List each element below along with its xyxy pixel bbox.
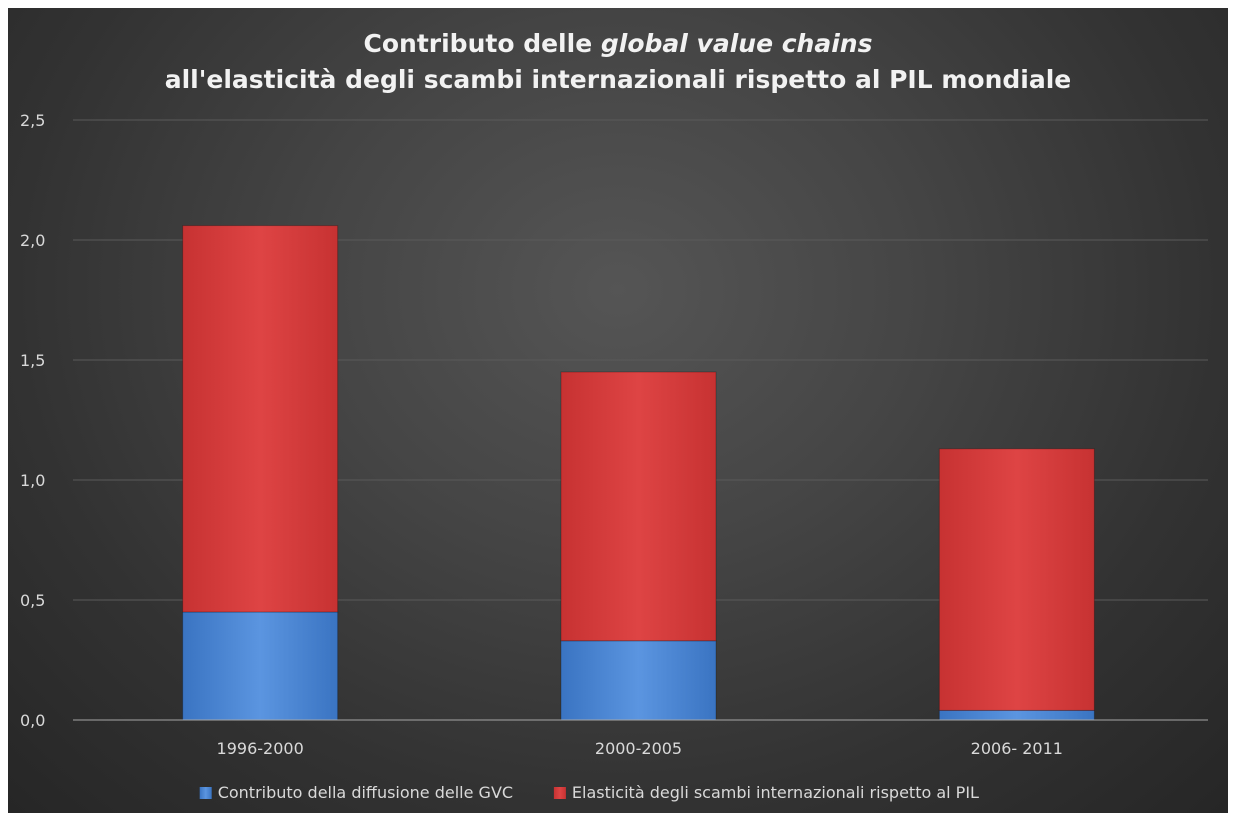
x-category-label: 2006- 2011 xyxy=(971,739,1063,758)
bars xyxy=(182,225,1095,721)
legend-item: Elasticità degli scambi internazionali r… xyxy=(553,783,979,802)
legend-item: Contributo della diffusione delle GVC xyxy=(199,783,513,802)
bar-trade-elasticity xyxy=(938,448,1095,711)
chart-title-part: global value chains xyxy=(601,29,873,58)
y-axis-ticks: 0,0 0,5 1,0 1,5 2,0 2,5 xyxy=(20,111,45,730)
chart-area: 0,0 0,5 1,0 1,5 2,0 2,5 1996-2000 2000-2005 200… xyxy=(8,8,1228,813)
bar-gvc-contribution xyxy=(560,640,717,721)
y-tick-label: 0,5 xyxy=(20,591,45,610)
y-tick-label: 1,5 xyxy=(20,351,45,370)
bar-gvc-contribution xyxy=(938,709,1095,721)
bar-trade-elasticity xyxy=(182,225,339,613)
y-tick-label: 0,0 xyxy=(20,711,45,730)
chart-title-line-2: all'elasticità degli scambi internaziona… xyxy=(165,65,1072,94)
stacked-bar-chart: 0,0 0,5 1,0 1,5 2,0 2,5 1996-2000 2000-2005 200… xyxy=(20,29,1208,802)
x-category-label: 2000-2005 xyxy=(595,739,682,758)
bar-trade-elasticity xyxy=(560,371,717,642)
chart-title-part: Contributo delle xyxy=(364,29,601,58)
legend: Contributo della diffusione delle GVC Ela… xyxy=(199,783,979,802)
chart-title: Contributo delle global value chains all'… xyxy=(165,29,1072,94)
x-axis: 1996-2000 2000-2005 2006- 2011 xyxy=(73,719,1208,758)
legend-swatch xyxy=(199,787,212,799)
x-category-label: 1996-2000 xyxy=(217,739,304,758)
y-tick-label: 2,5 xyxy=(20,111,45,130)
legend-swatch xyxy=(553,787,566,799)
chart-title-line-1: Contributo delle global value chains xyxy=(364,29,873,58)
y-tick-label: 1,0 xyxy=(20,471,45,490)
legend-label: Elasticità degli scambi internazionali r… xyxy=(572,783,979,802)
y-tick-label: 2,0 xyxy=(20,231,45,250)
legend-label: Contributo della diffusione delle GVC xyxy=(218,783,513,802)
bar-gvc-contribution xyxy=(182,611,339,721)
